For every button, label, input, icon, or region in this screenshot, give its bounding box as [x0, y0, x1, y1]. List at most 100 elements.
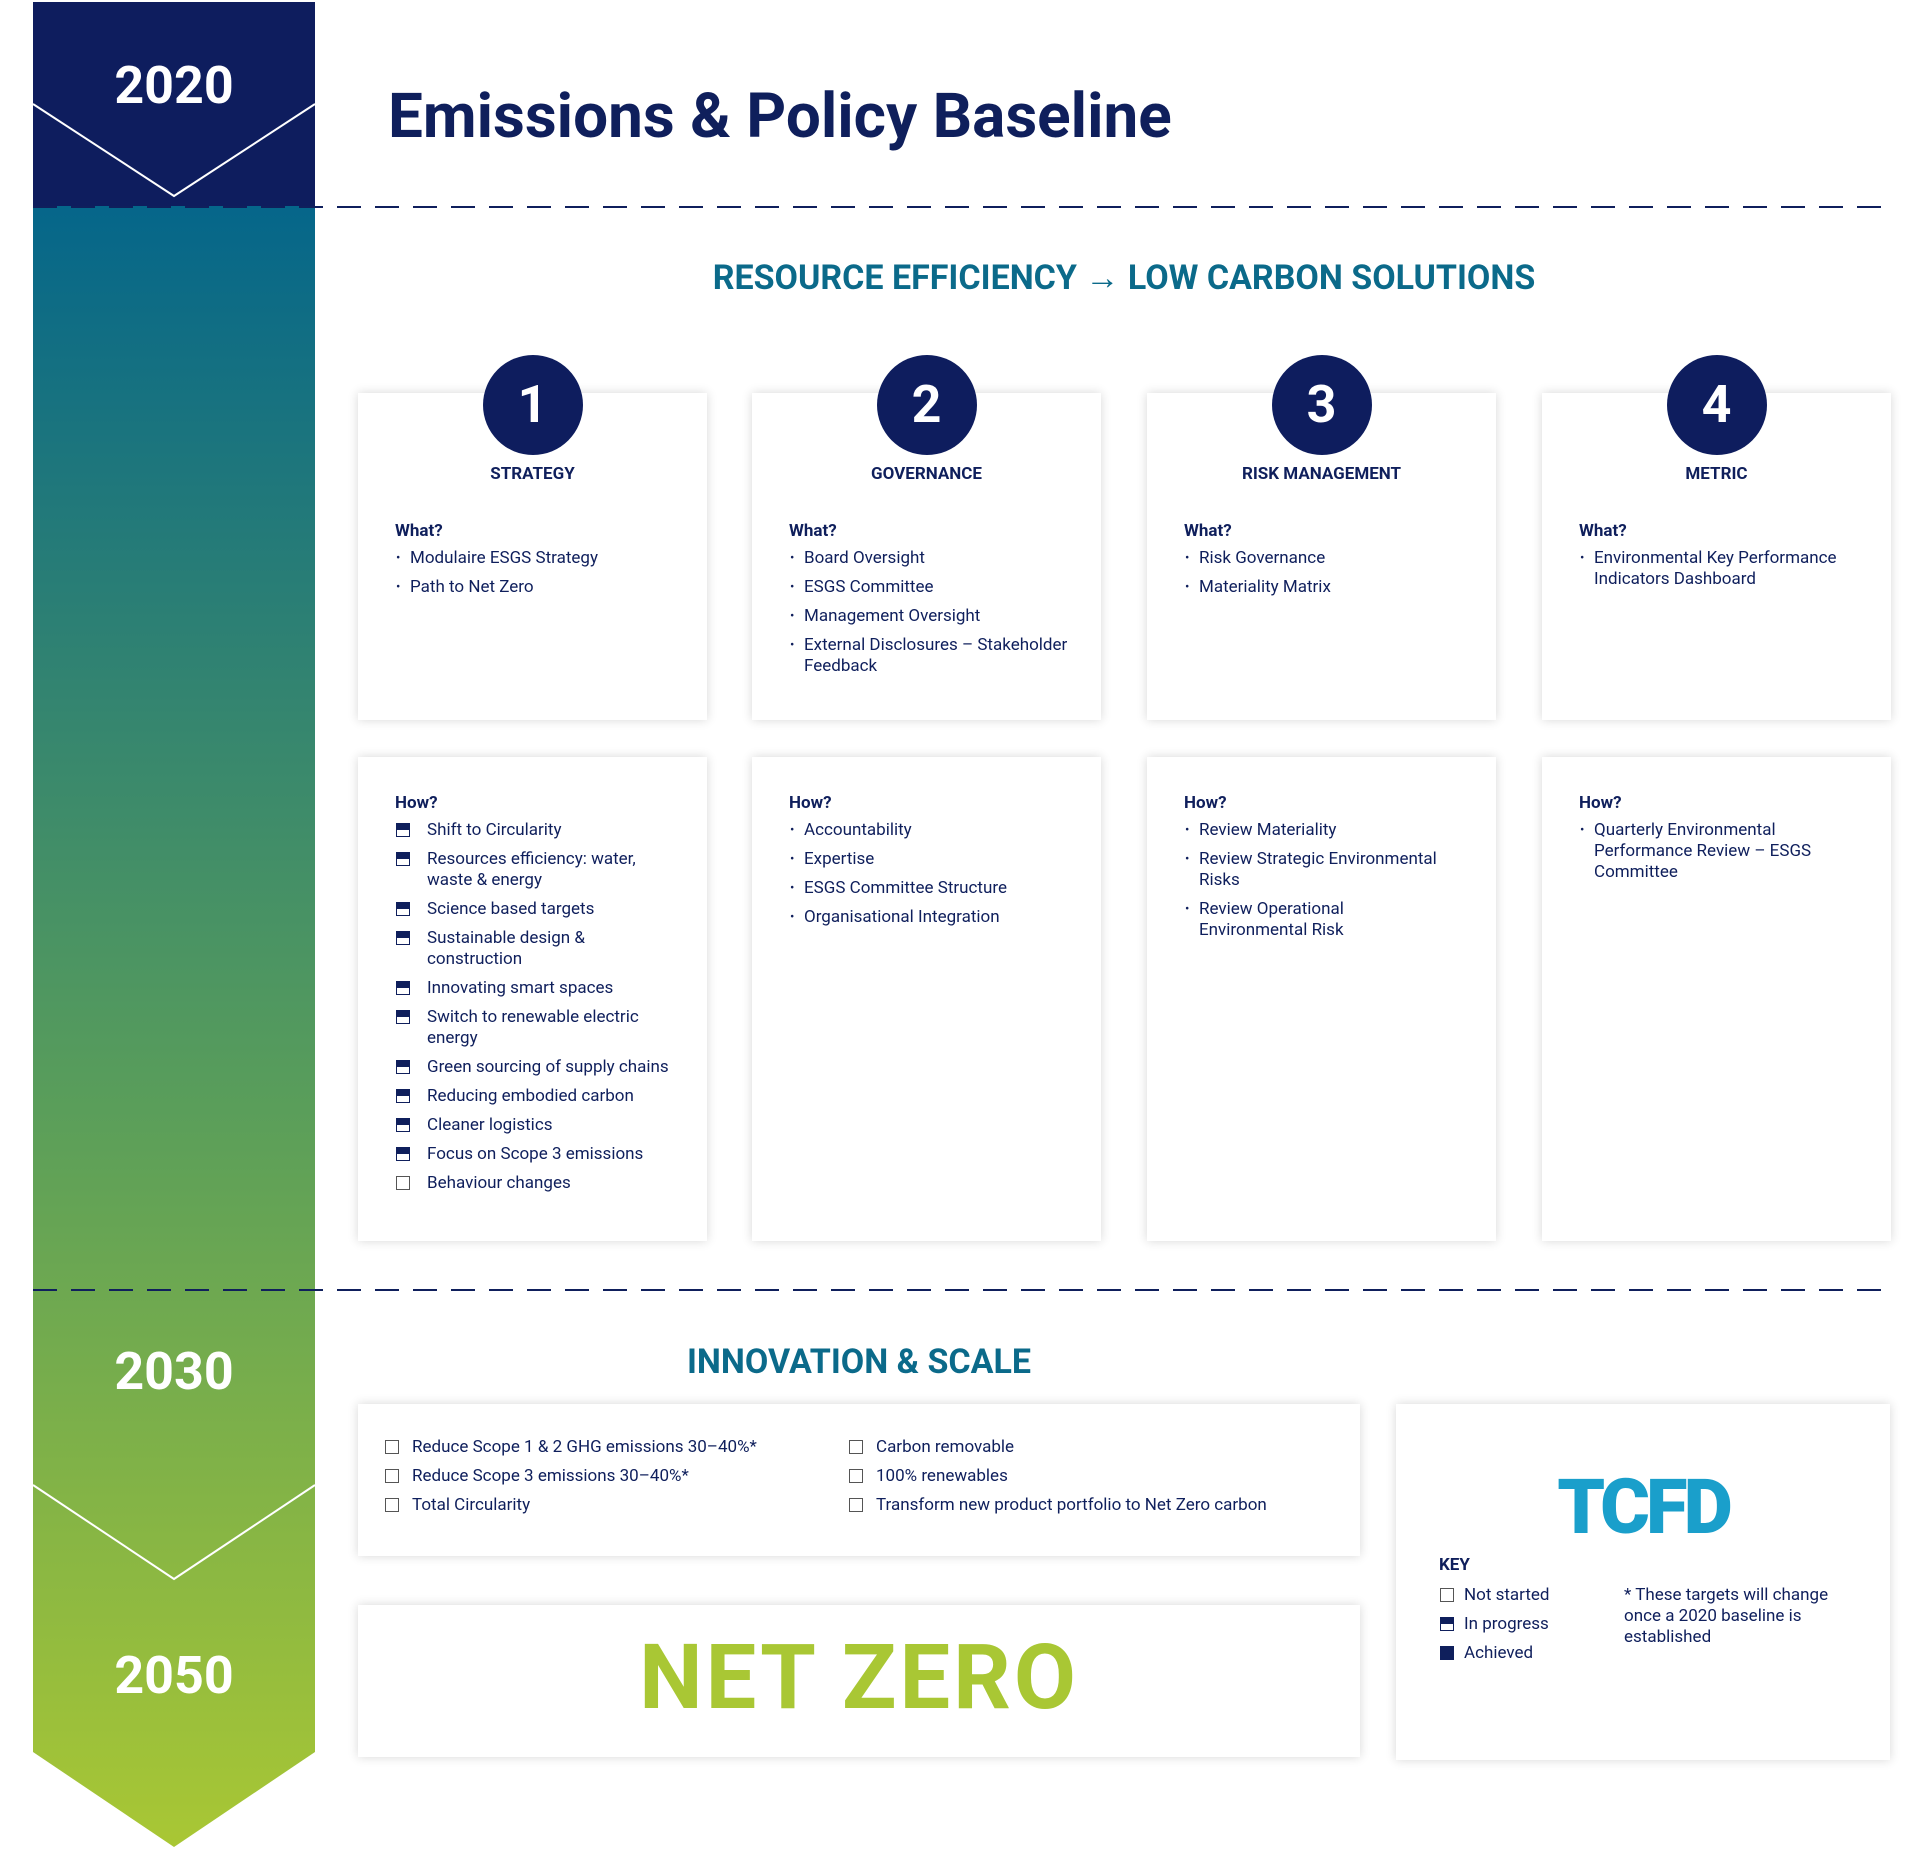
checklist-item: Green sourcing of supply chains	[395, 1057, 695, 1078]
checklist-item: Innovating smart spaces	[395, 978, 695, 999]
checklist-item: Shift to Circularity	[395, 820, 695, 841]
pillar-name: STRATEGY	[490, 464, 575, 484]
status-box	[385, 1498, 399, 1512]
checklist-item: Carbon removable	[848, 1437, 1348, 1458]
how-card: How? Shift to Circularity Resources effici…	[358, 757, 707, 1241]
year-label: 2050	[114, 1645, 234, 1706]
status-box	[1440, 1588, 1454, 1602]
goals-col: Reduce Scope 1 & 2 GHG emissions 30–40%*…	[384, 1437, 824, 1524]
checklist-item: Reduce Scope 1 & 2 GHG emissions 30–40%*	[384, 1437, 824, 1458]
footnote: * These targets will change once a 2020 …	[1624, 1585, 1829, 1647]
how-list: Accountability Expertise ESGS Committee St…	[789, 820, 1059, 936]
status-box	[396, 931, 410, 945]
status-box	[396, 1176, 410, 1190]
status-box	[396, 823, 410, 837]
item-text: Cleaner logistics	[427, 1115, 553, 1135]
what-item: Environmental Key Performance Indicators…	[1579, 548, 1864, 590]
pillar-name: GOVERNANCE	[871, 464, 982, 484]
how-item: ESGS Committee Structure	[789, 878, 1059, 899]
item-text: In progress	[1464, 1614, 1549, 1634]
what-label: What?	[1579, 521, 1627, 541]
how-list: Review Materiality Review Strategic Envir…	[1184, 820, 1454, 949]
what-item: Board Oversight	[789, 548, 1074, 569]
item-text: Reduce Scope 1 & 2 GHG emissions 30–40%*	[412, 1437, 757, 1457]
section-title: RESOURCE EFFICIENCY → LOW CARBON SOLUTIO…	[712, 258, 1536, 298]
net-zero-card: NET ZERO	[358, 1605, 1360, 1757]
what-item: Risk Governance	[1184, 548, 1469, 569]
how-label: How?	[395, 793, 438, 813]
status-box	[1440, 1646, 1454, 1660]
item-text: Science based targets	[427, 899, 595, 919]
item-text: Green sourcing of supply chains	[427, 1057, 669, 1077]
status-box	[1440, 1617, 1454, 1631]
tcfd-card: TCFD KEY Not started In progress Achieved * T…	[1396, 1404, 1890, 1760]
pillar-number: 3	[1271, 355, 1372, 455]
what-label: What?	[395, 521, 443, 541]
how-item: Organisational Integration	[789, 907, 1059, 928]
goals-card: Reduce Scope 1 & 2 GHG emissions 30–40%*…	[358, 1404, 1360, 1556]
checklist-item: Sustainable design & construction	[395, 928, 667, 970]
status-box	[849, 1498, 863, 1512]
item-text: Shift to Circularity	[427, 820, 562, 840]
what-item: Modulaire ESGS Strategy	[395, 548, 680, 569]
item-text: Reducing embodied carbon	[427, 1086, 634, 1106]
checklist-item: In progress	[1439, 1614, 1599, 1635]
what-card: GOVERNANCE What? Board Oversight ESGS Commi…	[752, 393, 1101, 720]
how-card: How? Accountability Expertise ESGS Committe…	[752, 757, 1101, 1241]
checklist-item: Reducing embodied carbon	[395, 1086, 695, 1107]
status-box	[849, 1469, 863, 1483]
how-card: How? Quarterly Environmental Performance …	[1542, 757, 1891, 1241]
item-text: Reduce Scope 3 emissions 30–40%*	[412, 1466, 689, 1486]
status-box	[396, 852, 410, 866]
how-label: How?	[1184, 793, 1227, 813]
status-box	[396, 1089, 410, 1103]
how-item: Review Materiality	[1184, 820, 1454, 841]
how-item: Expertise	[789, 849, 1059, 870]
how-list: Quarterly Environmental Performance Revi…	[1579, 820, 1849, 891]
pillar-number: 4	[1666, 355, 1767, 455]
item-text: Resources efficiency: water, waste & ene…	[427, 849, 636, 890]
chevron	[32, 1484, 316, 1581]
tcfd-logo: TCFD	[1557, 1462, 1733, 1552]
what-list: Modulaire ESGS Strategy Path to Net Zero	[395, 548, 680, 606]
what-item: External Disclosures – Stakeholder Feedb…	[789, 635, 1074, 677]
year-label: 2020	[114, 55, 234, 116]
chevron	[32, 103, 316, 198]
checklist-item: Not started	[1439, 1585, 1599, 1606]
checklist-item: Transform new product portfolio to Net Z…	[848, 1495, 1348, 1516]
section-title: INNOVATION & SCALE	[686, 1342, 1032, 1382]
item-text: 100% renewables	[876, 1466, 1008, 1486]
what-list: Environmental Key Performance Indicators…	[1579, 548, 1864, 598]
what-list: Board Oversight ESGS Committee Management …	[789, 548, 1074, 685]
status-box	[385, 1469, 399, 1483]
what-label: What?	[789, 521, 837, 541]
how-label: How?	[1579, 793, 1622, 813]
gradient-arrow	[33, 206, 315, 1847]
pillar-name: RISK MANAGEMENT	[1241, 464, 1402, 484]
status-box	[396, 1118, 410, 1132]
item-text: Total Circularity	[412, 1495, 531, 1515]
what-item: Management Oversight	[789, 606, 1074, 627]
status-box	[385, 1440, 399, 1454]
checklist-item: Achieved	[1439, 1643, 1599, 1664]
status-box	[849, 1440, 863, 1454]
how-list: Shift to Circularity Resources efficiency…	[395, 820, 695, 1202]
checklist-item: Science based targets	[395, 899, 695, 920]
item-text: Carbon removable	[876, 1437, 1015, 1457]
checklist-item: Focus on Scope 3 emissions	[395, 1144, 695, 1165]
year-label: 2030	[114, 1341, 234, 1402]
item-text: Focus on Scope 3 emissions	[427, 1144, 644, 1164]
what-item: Path to Net Zero	[395, 577, 680, 598]
page-title: Emissions & Policy Baseline	[388, 80, 1172, 153]
how-item: Quarterly Environmental Performance Revi…	[1579, 820, 1849, 883]
item-text: Sustainable design & construction	[427, 928, 585, 969]
what-item: ESGS Committee	[789, 577, 1074, 598]
checklist-item: Cleaner logistics	[395, 1115, 695, 1136]
what-list: Risk Governance Materiality Matrix	[1184, 548, 1469, 606]
pillar-name: METRIC	[1685, 464, 1748, 484]
status-box	[396, 1147, 410, 1161]
pillar-number: 2	[876, 355, 977, 455]
how-item: Accountability	[789, 820, 1059, 841]
